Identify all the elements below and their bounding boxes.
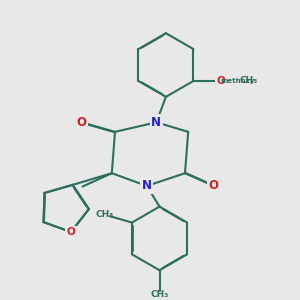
Text: CH₃: CH₃ — [240, 76, 258, 85]
Text: O: O — [67, 227, 75, 237]
Text: N: N — [152, 116, 161, 129]
Text: CH₃: CH₃ — [96, 210, 114, 219]
Text: methoxy: methoxy — [221, 78, 255, 84]
Text: O: O — [76, 116, 87, 129]
Text: O: O — [208, 179, 219, 192]
Text: CH₃: CH₃ — [150, 290, 169, 298]
Text: N: N — [142, 179, 152, 192]
Text: O: O — [216, 76, 225, 86]
